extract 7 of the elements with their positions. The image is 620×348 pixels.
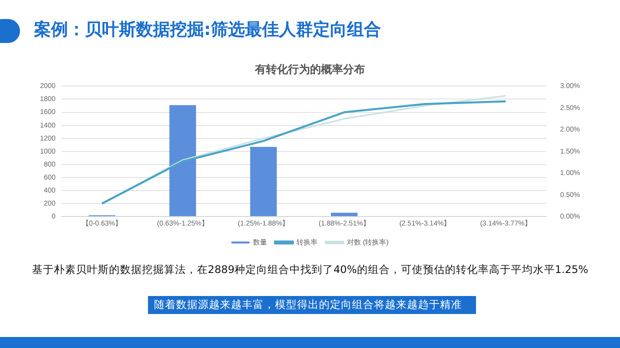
bar xyxy=(330,212,358,216)
bar xyxy=(169,105,196,216)
text: 基于朴素贝叶斯的数据挖掘算法，在2889种定向组合中找到了40%的组合，可使预估的转化率高于平均水平1.25% xyxy=(30,263,590,277)
chart-title: 案例：贝叶斯数据挖掘:筛选最佳人群定向组合 xyxy=(34,19,381,41)
text: 随着数据源越来越丰富，模型得出的定向组合将越来越趋于精准 xyxy=(148,296,476,314)
bar xyxy=(250,146,277,216)
chart-subtitle: 有转化行为的概率分布 xyxy=(254,62,366,77)
